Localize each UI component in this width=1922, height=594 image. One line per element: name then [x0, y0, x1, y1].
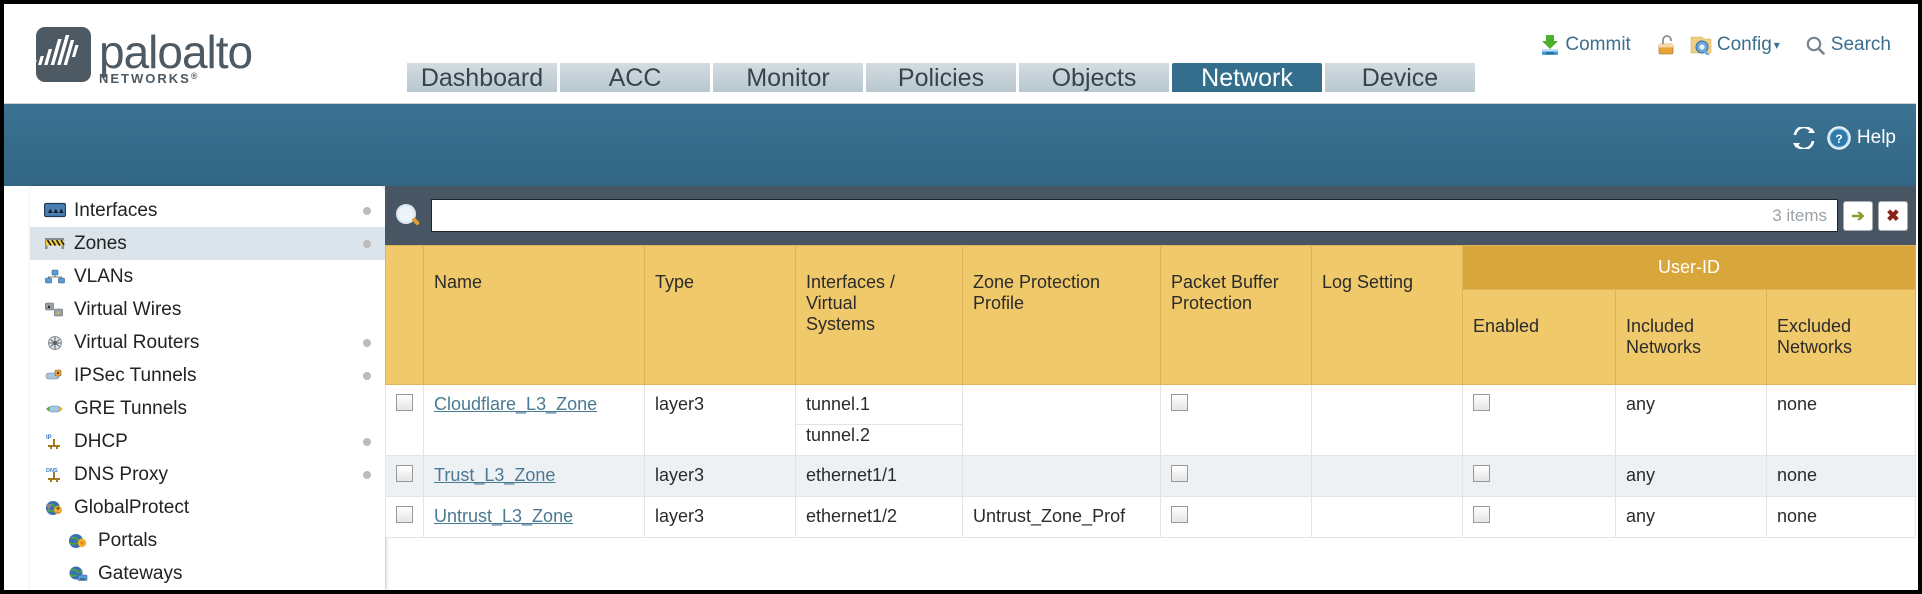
svg-text:?: ? — [1835, 132, 1842, 146]
svg-text:IP: IP — [46, 435, 52, 441]
svg-text:DNS: DNS — [46, 468, 58, 474]
